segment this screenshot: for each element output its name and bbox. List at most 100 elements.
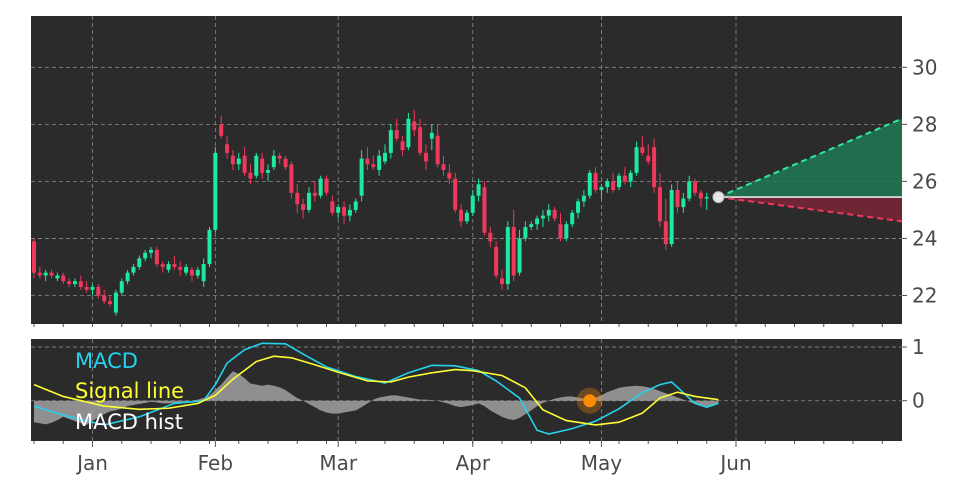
candle-body [213,152,218,230]
candle-body [336,207,341,213]
candle-body [301,204,306,210]
candle-body [149,249,153,253]
candle-body [564,224,569,239]
candle-body [429,132,434,139]
candle-body [599,187,604,190]
candle-body [464,212,469,222]
candle-body [383,152,387,162]
candle-body [423,152,428,162]
candle-body [201,264,206,282]
crossover-marker [583,394,597,408]
candle-body [137,258,142,267]
x-tick-label: Jun [718,451,751,475]
candle-body [277,155,282,159]
candle-body [435,135,440,165]
candle-body [500,278,504,285]
price-y-tick-label: 30 [912,55,937,79]
candle-body [271,155,276,168]
candle-body [260,158,265,173]
candle-body [160,264,165,267]
candle-body [529,224,534,228]
candle-body [324,178,329,193]
macd-panel-background [31,339,902,441]
candle-body [61,275,66,282]
candle-body [476,184,481,196]
legend-macd-hist: MACD hist [75,410,183,434]
price-y-axis: 22 24 26 28 30 [902,55,937,307]
last-price-marker [712,191,725,204]
candle-body [394,130,399,139]
candle-body [306,192,311,210]
candle-body [143,252,148,259]
candle-body [576,201,581,213]
x-tick-label: Apr [455,451,490,475]
candle-body [693,181,698,193]
candle-body [43,272,48,276]
candle-body [225,144,230,153]
candle-body [388,130,393,153]
forecast-cone [712,117,903,223]
candle-body [166,264,171,270]
x-tick-label: Mar [319,451,358,475]
macd-y-tick-label: 0 [912,389,925,413]
candle-body [37,272,42,276]
candle-body [704,197,709,199]
candle-body [195,269,200,276]
candle-body [84,286,89,290]
candle-body [570,212,575,225]
candle-body [266,170,270,173]
candle-body [581,195,586,202]
x-tick-label: Jan [75,451,108,475]
forecast-lower-line [718,196,903,223]
macd-lines [33,342,719,435]
candle-body [628,172,633,182]
candle-body [470,195,475,213]
candle-body [154,249,159,265]
price-y-tick-label: 26 [912,169,937,193]
candle-body [552,209,557,219]
candle-body [318,178,323,196]
candle-body [254,155,259,176]
candle-body [412,121,417,131]
candle-body [184,266,189,273]
candle-body [125,272,130,282]
candle-body [535,218,540,225]
candle-body [102,295,107,302]
candle-body [523,227,528,239]
candle-body [617,175,621,188]
candle-body [371,164,376,168]
candle-body [72,281,77,285]
candle-body [289,164,294,193]
candle-body [511,227,516,276]
candle-body [90,286,95,290]
price-y-tick-label: 28 [912,112,937,136]
forecast-upper-line [718,117,903,199]
macd-y-axis: 10 [902,335,925,413]
candle-body [546,209,551,216]
candle-body [418,127,423,153]
candle-body [359,158,364,196]
candle-body [488,232,493,242]
x-tick-label: May [581,451,623,475]
candle-body [657,187,662,222]
candle-body [558,224,563,239]
candle-body [494,247,499,276]
candlestick-series [32,110,709,316]
candle-body [377,155,382,170]
candle-body [236,158,241,165]
candle-body [698,192,703,199]
candle-body [634,147,639,173]
price-y-tick-label: 24 [912,226,937,250]
candle-body [342,207,347,216]
forecast-upper-area [718,118,902,198]
candle-body [230,155,235,165]
candle-body [459,209,464,222]
price-panel-background [31,16,902,324]
candle-body [447,172,452,179]
candle-body [611,181,616,190]
candle-body [49,272,54,276]
candle-body [681,198,686,208]
candle-body [172,264,177,267]
x-tick-label: Feb [198,451,233,475]
